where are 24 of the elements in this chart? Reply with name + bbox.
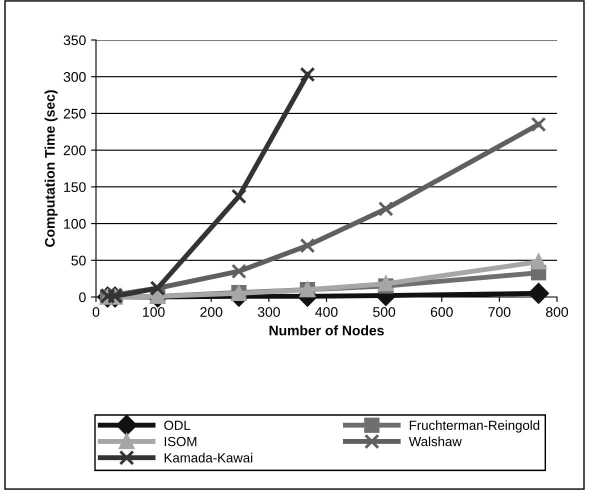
y-tick-label: 150 — [64, 182, 86, 192]
x-tick-label: 500 — [373, 307, 396, 317]
y-tick-label: 200 — [64, 145, 86, 156]
y-tick-label: 100 — [64, 218, 86, 229]
x-tick-label: 200 — [200, 307, 222, 317]
x-axis-title: Number of Nodes — [270, 325, 384, 336]
legend-label: ISOM — [164, 436, 196, 446]
x-tick-label: 0 — [92, 307, 100, 317]
y-tick-label: 300 — [64, 72, 86, 82]
y-tick-label: 350 — [64, 35, 86, 46]
legend-label: ODL — [164, 420, 190, 430]
x-tick-label: 700 — [488, 307, 510, 317]
y-tick-label: 250 — [64, 108, 86, 119]
y-tick-label: 50 — [71, 256, 86, 266]
y-axis-title: Computation Time (sec) — [44, 90, 58, 247]
x-tick-label: 300 — [258, 307, 280, 317]
legend-label: Kamada-Kawai — [164, 452, 252, 462]
x-tick-label: 600 — [430, 307, 453, 317]
x-tick-label: 800 — [546, 307, 568, 317]
y-tick-label: 0 — [79, 292, 86, 302]
x-tick-label: 400 — [315, 307, 338, 317]
legend-label: Fruchterman-Reingold — [410, 420, 540, 433]
x-tick-label: 100 — [143, 307, 165, 317]
legend-label: Walshaw — [408, 436, 462, 446]
